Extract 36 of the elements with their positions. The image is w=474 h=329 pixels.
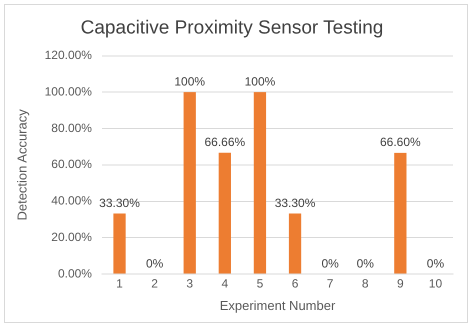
data-label: 66.60% [380,135,422,150]
data-label: 0% [321,256,340,270]
x-axis-title: Experiment Number [220,298,336,313]
x-tick-label: 8 [362,276,369,291]
y-tick-label: 80.00% [51,120,92,135]
y-axis-title: Detection Accuracy [14,108,30,221]
x-tick-label: 1 [116,276,124,291]
x-tick-label: 7 [326,276,334,291]
y-tick-label: 40.00% [51,194,92,208]
data-label: 100% [244,74,276,88]
x-tick-label: 10 [428,276,442,291]
bar [113,213,126,274]
x-tick-label: 2 [151,276,158,291]
bar [218,152,231,274]
x-tick-label: 5 [256,276,264,291]
y-tick-label: 0.00% [58,266,92,280]
data-label: 100% [174,74,206,88]
data-label: 0% [146,256,164,270]
y-tick-label: 20.00% [51,230,92,244]
data-label: 0% [426,256,444,270]
bar [254,92,266,274]
data-label: 33.30% [99,196,140,210]
y-tick-label: 60.00% [51,157,92,172]
data-label: 66.66% [204,135,246,150]
bar [288,213,302,274]
y-tick-label: 120.00% [44,48,92,62]
x-tick-label: 9 [397,276,404,291]
x-tick-label: 4 [221,276,228,291]
chart-title: Capacitive Proximity Sensor Testing [80,18,384,39]
bar [394,152,406,274]
bar [184,92,196,274]
y-tick-label: 100.00% [44,84,92,98]
data-label: 33.30% [274,196,316,210]
x-tick-label: 6 [292,276,299,291]
data-label: 0% [356,256,374,270]
x-tick-label: 3 [186,276,194,291]
